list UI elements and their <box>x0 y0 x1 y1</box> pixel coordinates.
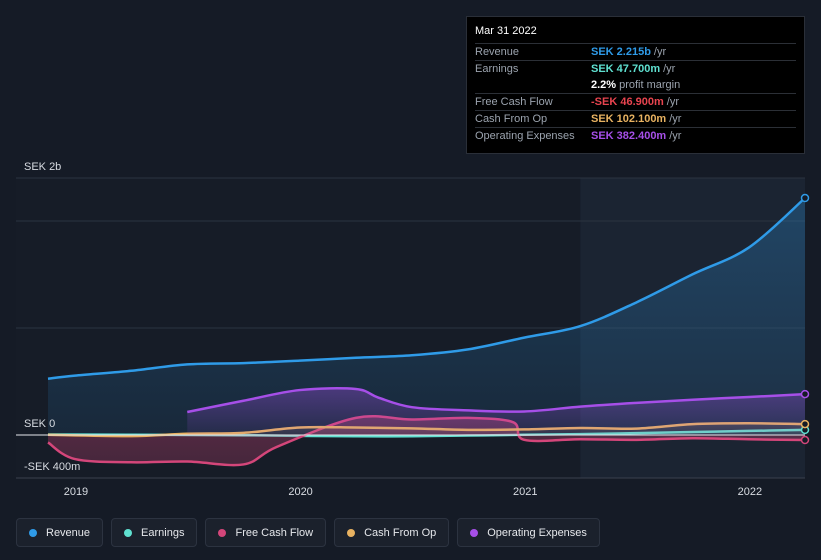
tooltip-row-unit: /yr <box>669 130 682 142</box>
legend-label: Earnings <box>141 526 185 539</box>
tooltip-date: Mar 31 2022 <box>475 25 537 37</box>
tooltip-row-value: SEK 47.700m <box>591 63 661 75</box>
x-tick-label: 2022 <box>738 486 762 498</box>
cash-from-op-end-point <box>800 419 810 429</box>
tooltip-row: Cash From Op SEK 102.100m/yr <box>475 110 796 127</box>
legend-item-cash-from-op[interactable]: Cash From Op <box>334 518 450 547</box>
tooltip-row-label <box>475 77 591 93</box>
tooltip-row-value: 2.2% <box>591 79 617 91</box>
legend-dot-icon <box>29 528 37 537</box>
legend-dot-icon <box>347 528 356 537</box>
free-cash-flow-area <box>48 416 805 466</box>
tooltip-row-label: Free Cash Flow <box>475 96 553 108</box>
tooltip-row-unit: /yr <box>663 63 676 75</box>
legend-label: Operating Expenses <box>487 526 587 539</box>
y-tick-label: -SEK 400m <box>24 461 80 473</box>
tooltip-row: 2.2% profit margin <box>475 77 796 93</box>
legend-label: Revenue <box>46 526 91 539</box>
legend-dot-icon <box>470 528 479 537</box>
chart-legend: Revenue Earnings Free Cash Flow Cash From O… <box>16 518 600 547</box>
tooltip-row: Free Cash Flow -SEK 46.900m/yr <box>475 93 796 110</box>
revenue-line <box>47 197 806 380</box>
tooltip-row-value: SEK 102.100m <box>591 113 667 125</box>
revenue-end-point <box>800 193 810 203</box>
y-tick-label: SEK 2b <box>24 161 61 173</box>
tooltip-row-label: Revenue <box>475 46 520 58</box>
tooltip-row-label: Cash From Op <box>475 113 548 125</box>
x-tick-label: 2021 <box>513 486 537 498</box>
tooltip-row-value: -SEK 46.900m <box>591 96 664 108</box>
x-tick-label: 2019 <box>64 486 88 498</box>
legend-label: Free Cash Flow <box>235 526 314 539</box>
y-tick-label: SEK 0 <box>24 418 55 430</box>
legend-label: Cash From Op <box>364 526 437 539</box>
legend-dot-icon <box>218 528 227 537</box>
financial-chart: SEK 2b SEK 0 -SEK 400m 2019 2020 2021 2022 <box>16 161 810 498</box>
legend-item-free-cash-flow[interactable]: Free Cash Flow <box>205 518 327 547</box>
operating-expenses-line <box>187 387 806 414</box>
free-cash-flow-end-point <box>800 435 810 445</box>
legend-item-earnings[interactable]: Earnings <box>111 518 198 547</box>
legend-dot-icon <box>124 528 133 537</box>
tooltip-row: Earnings SEK 47.700m/yr <box>475 60 796 77</box>
tooltip-row-label: Operating Expenses <box>475 130 575 142</box>
tooltip-row-unit: /yr <box>653 46 667 58</box>
tooltip-row-label: Earnings <box>475 63 519 75</box>
tooltip-row-unit: profit margin <box>619 79 681 91</box>
operating-expenses-end-point <box>800 389 810 399</box>
tooltip-row: Operating Expenses SEK 382.400m/yr <box>475 127 796 144</box>
tooltip-row: Revenue SEK 2.215b/yr <box>475 43 796 60</box>
legend-item-revenue[interactable]: Revenue <box>16 518 104 547</box>
tooltip-row-value: SEK 2.215b <box>591 46 651 58</box>
tooltip-row-unit: /yr <box>666 96 679 108</box>
tooltip-row-value: SEK 382.400m <box>591 130 667 142</box>
revenue-area <box>48 198 805 435</box>
data-tooltip: Mar 31 2022 Revenue SEK 2.215b/yr Earnings… <box>466 16 805 154</box>
legend-item-operating-expenses[interactable]: Operating Expenses <box>457 518 600 547</box>
x-tick-label: 2020 <box>288 486 312 498</box>
tooltip-row-unit: /yr <box>669 113 682 125</box>
